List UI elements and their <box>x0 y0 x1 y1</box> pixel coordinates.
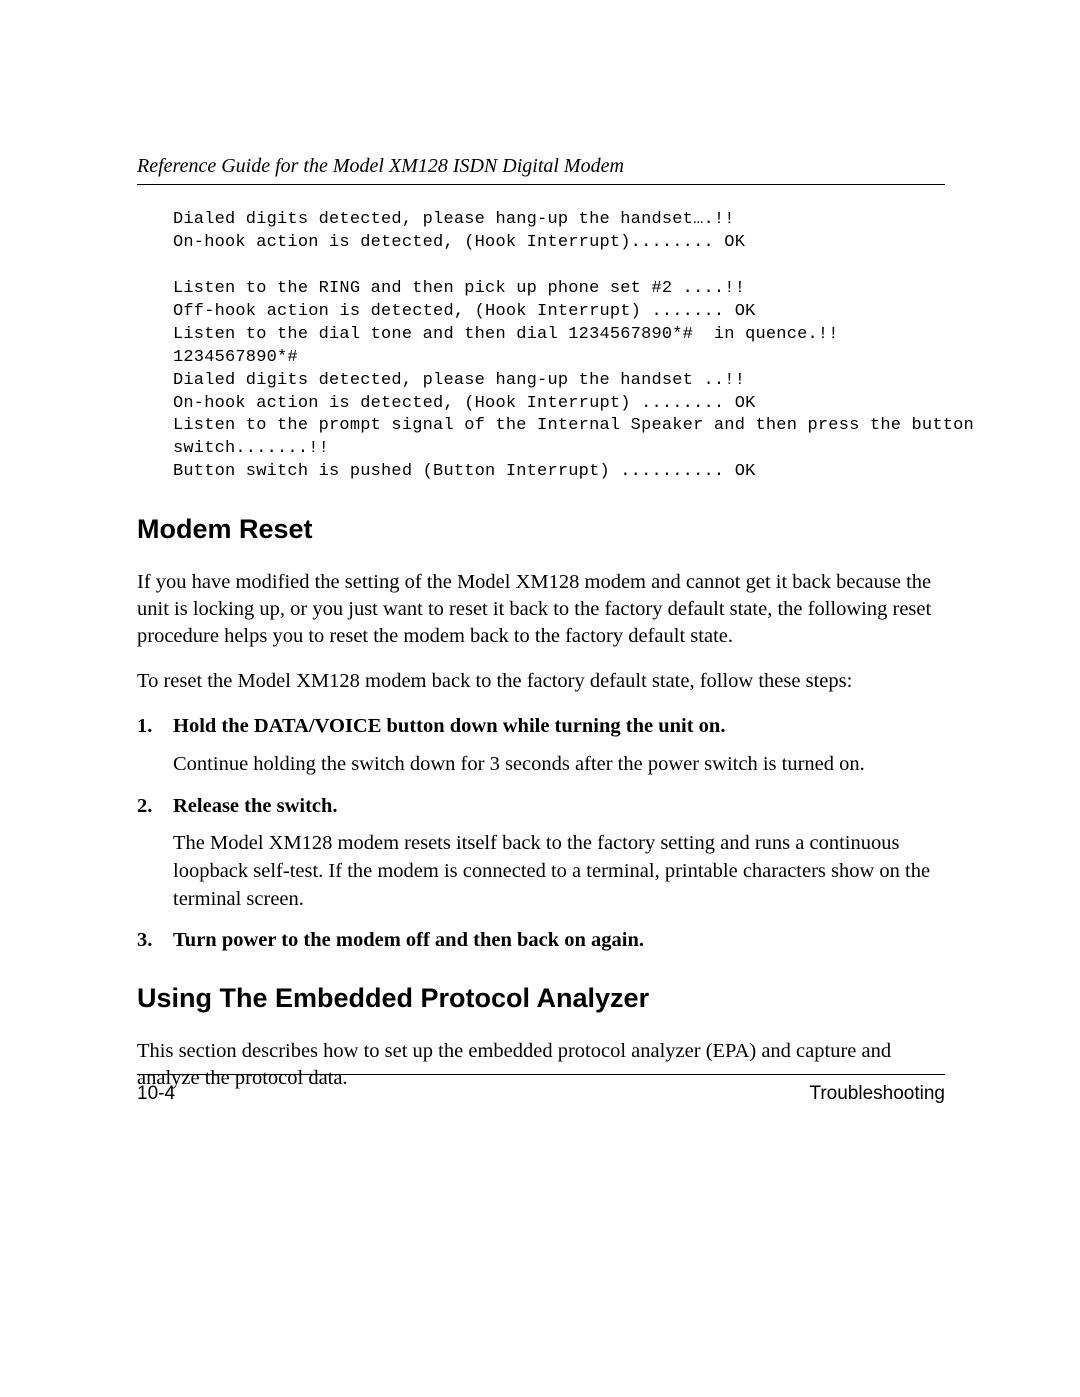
header-rule <box>137 184 945 185</box>
heading-modem-reset: Modem Reset <box>137 514 945 545</box>
terminal-output: Dialed digits detected, please hang-up t… <box>173 209 945 484</box>
step-description: The Model XM128 modem resets itself back… <box>173 830 945 913</box>
page-number: 10-4 <box>137 1083 175 1105</box>
footer-rule <box>137 1074 945 1075</box>
step-description: Continue holding the switch down for 3 s… <box>173 751 945 779</box>
step-number: 1. <box>137 713 152 741</box>
footer-section-title: Troubleshooting <box>809 1083 945 1105</box>
step-item: 2. Release the switch. The Model XM128 mod… <box>137 793 945 914</box>
step-item: 1. Hold the DATA/VOICE button down while … <box>137 713 945 778</box>
paragraph: If you have modified the setting of the … <box>137 569 945 650</box>
step-title: Hold the DATA/VOICE button down while tu… <box>173 715 725 737</box>
heading-epa: Using The Embedded Protocol Analyzer <box>137 983 945 1014</box>
step-title: Turn power to the modem off and then bac… <box>173 929 644 951</box>
page: Reference Guide for the Model XM128 ISDN… <box>0 0 1080 1397</box>
page-footer: 10-4 Troubleshooting <box>137 1074 945 1105</box>
steps-list: 1. Hold the DATA/VOICE button down while … <box>137 713 945 955</box>
step-number: 2. <box>137 793 152 821</box>
step-item: 3. Turn power to the modem off and then b… <box>137 927 945 955</box>
paragraph: To reset the Model XM128 modem back to t… <box>137 668 945 695</box>
running-header: Reference Guide for the Model XM128 ISDN… <box>137 155 945 178</box>
step-title: Release the switch. <box>173 795 338 817</box>
step-number: 3. <box>137 927 152 955</box>
